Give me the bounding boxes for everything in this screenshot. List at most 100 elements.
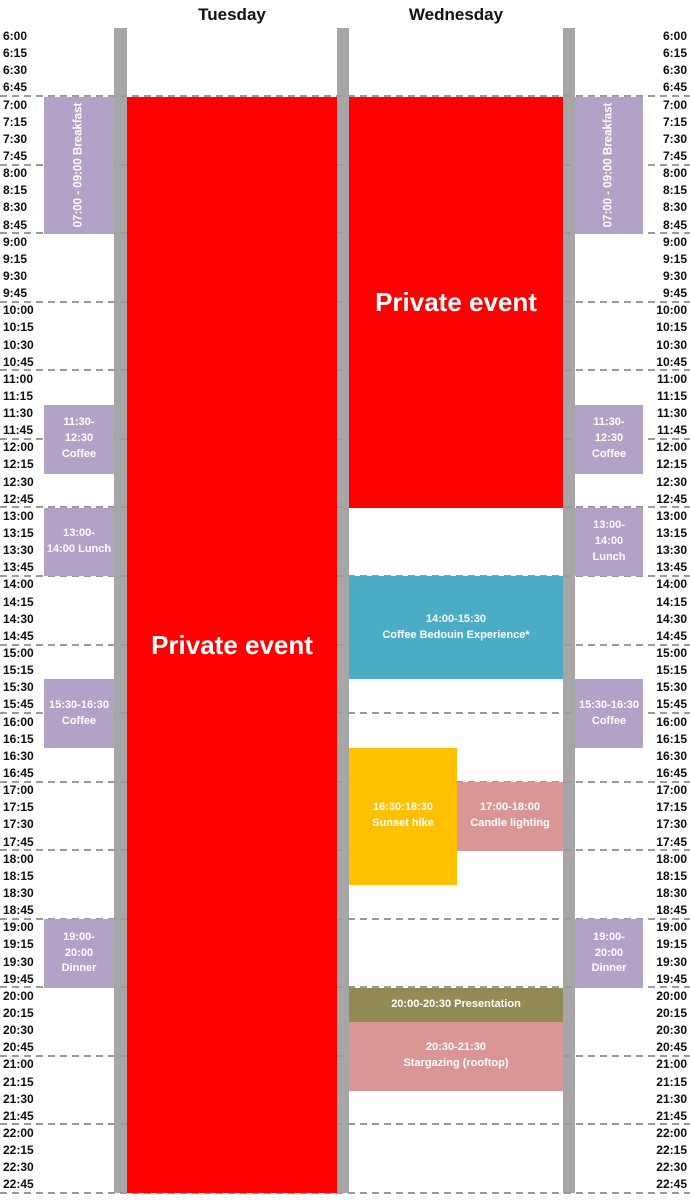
time-label: 14:15 bbox=[656, 594, 687, 609]
time-label: 19:30 bbox=[3, 954, 34, 969]
meal-lane-right: 07:00 - 09:00 Breakfast 11:30- 12:30 Coff… bbox=[575, 0, 643, 1200]
time-label: 22:30 bbox=[3, 1160, 34, 1175]
time-label: 10:00 bbox=[3, 303, 34, 318]
time-label: 11:45 bbox=[656, 423, 687, 438]
time-label: 21:45 bbox=[3, 1108, 34, 1123]
event-breakfast[interactable]: 07:00 - 09:00 Breakfast bbox=[575, 96, 643, 234]
event-breakfast[interactable]: 07:00 - 09:00 Breakfast bbox=[44, 96, 114, 234]
time-label: 12:45 bbox=[656, 491, 687, 506]
time-label: 10:15 bbox=[656, 320, 687, 335]
time-label: 16:15 bbox=[656, 731, 687, 746]
time-label: 10:45 bbox=[3, 354, 34, 369]
event-presentation[interactable]: 20:00-20:30 Presentation bbox=[349, 987, 563, 1023]
time-label: 10:15 bbox=[3, 320, 34, 335]
time-label: 19:15 bbox=[656, 937, 687, 952]
event-label: 19:00- 20:00 Dinner bbox=[61, 930, 97, 975]
time-label: 17:30 bbox=[656, 817, 687, 832]
time-label: 17:45 bbox=[656, 834, 687, 849]
time-label: 14:45 bbox=[656, 628, 687, 643]
day-column-wednesday: Private event 14:00-15:30 Coffee Bedouin … bbox=[349, 0, 563, 1200]
column-divider bbox=[563, 28, 575, 1193]
time-label: 15:15 bbox=[656, 663, 687, 678]
time-label: 9:30 bbox=[662, 268, 687, 283]
column-divider bbox=[114, 28, 127, 1193]
time-label: 12:30 bbox=[656, 474, 687, 489]
time-label: 10:45 bbox=[656, 354, 687, 369]
time-label: 22:45 bbox=[656, 1177, 687, 1192]
time-label: 7:00 bbox=[662, 97, 687, 112]
time-label: 9:00 bbox=[3, 234, 28, 249]
event-coffee-afternoon[interactable]: 15:30-16:30 Coffee bbox=[575, 679, 643, 748]
hour-gridline bbox=[0, 986, 690, 989]
time-label: 19:30 bbox=[656, 954, 687, 969]
time-label: 8:30 bbox=[662, 200, 687, 215]
event-private-event-wednesday[interactable]: Private event bbox=[349, 96, 563, 508]
event-label: 17:00-18:00 Candle lighting bbox=[470, 801, 550, 830]
time-label: 18:45 bbox=[656, 903, 687, 918]
hour-gridline bbox=[0, 1054, 690, 1057]
time-label: 20:30 bbox=[3, 1023, 34, 1038]
time-label: 11:00 bbox=[3, 371, 34, 386]
time-label: 19:45 bbox=[3, 971, 34, 986]
time-label: 12:15 bbox=[656, 457, 687, 472]
time-label: 20:45 bbox=[3, 1040, 34, 1055]
time-label: 18:15 bbox=[656, 868, 687, 883]
time-label: 17:45 bbox=[3, 834, 34, 849]
hour-gridline bbox=[0, 437, 690, 440]
time-label: 7:15 bbox=[662, 114, 687, 129]
hour-gridline bbox=[0, 712, 690, 715]
time-label: 6:45 bbox=[662, 80, 687, 95]
event-label: 07:00 - 09:00 Breakfast bbox=[72, 102, 85, 228]
day-header-tuesday: Tuesday bbox=[198, 5, 266, 24]
event-candle-lighting[interactable]: 17:00-18:00 Candle lighting bbox=[457, 782, 563, 851]
time-label: 18:00 bbox=[3, 851, 34, 866]
event-lunch[interactable]: 13:00- 14:00 Lunch bbox=[575, 507, 643, 577]
time-label: 6:15 bbox=[662, 46, 687, 61]
event-label: 14:00-15:30 Coffee Bedouin Experience* bbox=[382, 612, 530, 641]
time-label: 16:45 bbox=[3, 766, 34, 780]
time-label: 11:30 bbox=[3, 406, 34, 421]
time-label: 13:00 bbox=[656, 508, 687, 523]
time-label: 17:00 bbox=[3, 783, 34, 798]
time-label: 6:45 bbox=[3, 80, 28, 95]
time-label: 15:00 bbox=[3, 646, 34, 661]
event-coffee-bedouin-experience[interactable]: 14:00-15:30 Coffee Bedouin Experience* bbox=[349, 576, 563, 680]
event-dinner[interactable]: 19:00- 20:00 Dinner bbox=[44, 919, 114, 988]
event-coffee-afternoon[interactable]: 15:30-16:30 Coffee bbox=[44, 679, 114, 748]
time-label: 21:30 bbox=[3, 1091, 34, 1106]
event-label: 13:00- 14:00 Lunch bbox=[592, 519, 626, 564]
event-sunset-hike[interactable]: 16:30:18:30 Sunset hike bbox=[349, 747, 457, 885]
event-dinner[interactable]: 19:00- 20:00 Dinner bbox=[575, 919, 643, 988]
time-label: 15:00 bbox=[656, 646, 687, 661]
event-coffee-morning[interactable]: 11:30- 12:30 Coffee bbox=[575, 405, 643, 474]
time-label: 7:45 bbox=[3, 148, 28, 163]
time-label: 21:15 bbox=[3, 1074, 34, 1089]
event-stargazing[interactable]: 20:30-21:30 Stargazing (rooftop) bbox=[349, 1022, 563, 1091]
day-header-wednesday: Wednesday bbox=[408, 5, 504, 24]
time-label: 13:45 bbox=[656, 560, 687, 575]
time-label: 7:30 bbox=[662, 131, 687, 146]
time-label: 13:15 bbox=[656, 526, 687, 541]
event-label: 11:30- 12:30 Coffee bbox=[61, 416, 97, 461]
column-divider bbox=[337, 28, 349, 1193]
time-label: 16:45 bbox=[656, 766, 687, 780]
time-label: 21:15 bbox=[656, 1074, 687, 1089]
time-label: 9:00 bbox=[662, 234, 687, 249]
time-label: 11:15 bbox=[656, 388, 687, 403]
time-label: 8:30 bbox=[3, 200, 28, 215]
time-label: 12:30 bbox=[3, 474, 34, 489]
event-private-event-tuesday[interactable]: Private event bbox=[127, 96, 337, 1194]
hour-gridline bbox=[0, 95, 690, 98]
event-label: 15:30-16:30 Coffee bbox=[49, 698, 109, 727]
time-label: 12:45 bbox=[3, 491, 34, 506]
time-label: 16:30 bbox=[656, 748, 687, 763]
time-label: 19:45 bbox=[656, 971, 687, 986]
time-label: 16:15 bbox=[3, 731, 34, 746]
time-label: 10:30 bbox=[656, 337, 687, 352]
time-label: 10:30 bbox=[3, 337, 34, 352]
event-coffee-morning[interactable]: 11:30- 12:30 Coffee bbox=[44, 405, 114, 474]
time-label: 17:15 bbox=[3, 800, 34, 815]
time-label: 8:00 bbox=[662, 166, 687, 181]
event-lunch[interactable]: 13:00- 14:00 Lunch bbox=[44, 507, 114, 577]
